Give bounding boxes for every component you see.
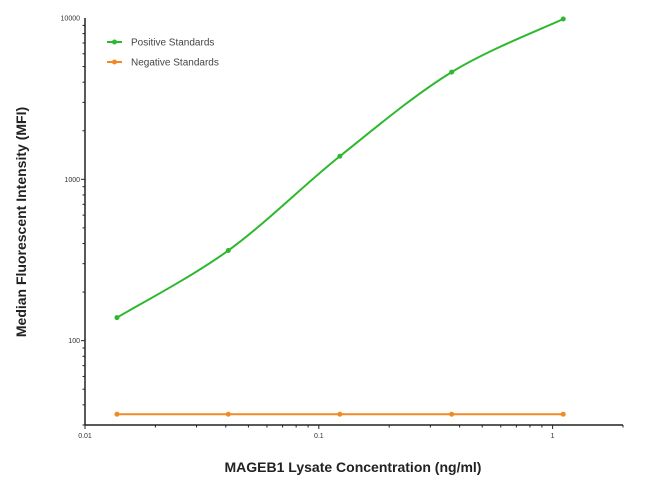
positive-standards-point (114, 315, 120, 321)
axes: 0.01 0.1 1 100 1000 10000 (61, 16, 624, 440)
legend-label: Positive Standards (131, 38, 214, 49)
negative-standards-point (225, 411, 231, 417)
y-tick-label: 10000 (61, 16, 81, 23)
series-group (114, 16, 566, 417)
positive-standards-point (225, 248, 231, 254)
positive-standards-point (560, 16, 566, 22)
positive-standards-point (449, 69, 455, 75)
positive-standards-point (337, 153, 343, 159)
x-axis-title: MAGEB1 Lysate Concentration (ng/ml) (225, 459, 482, 475)
y-tick-label: 100 (68, 338, 80, 345)
negative-standards-point (337, 411, 343, 417)
x-tick-label: 0.1 (314, 433, 324, 440)
y-tick-label: 1000 (64, 177, 80, 184)
negative-standards-point (449, 411, 455, 417)
legend-marker (112, 59, 117, 65)
x-tick-label: 0.01 (78, 433, 92, 440)
x-tick-label: 1 (551, 433, 555, 440)
legend-marker (112, 39, 117, 45)
negative-standards-point (114, 411, 120, 417)
legend: Positive Standards Negative Standards (107, 38, 219, 69)
legend-label: Negative Standards (131, 58, 219, 69)
y-axis-title: Median Fluorescent Intensity (MFI) (13, 107, 29, 337)
negative-standards-point (560, 411, 566, 417)
